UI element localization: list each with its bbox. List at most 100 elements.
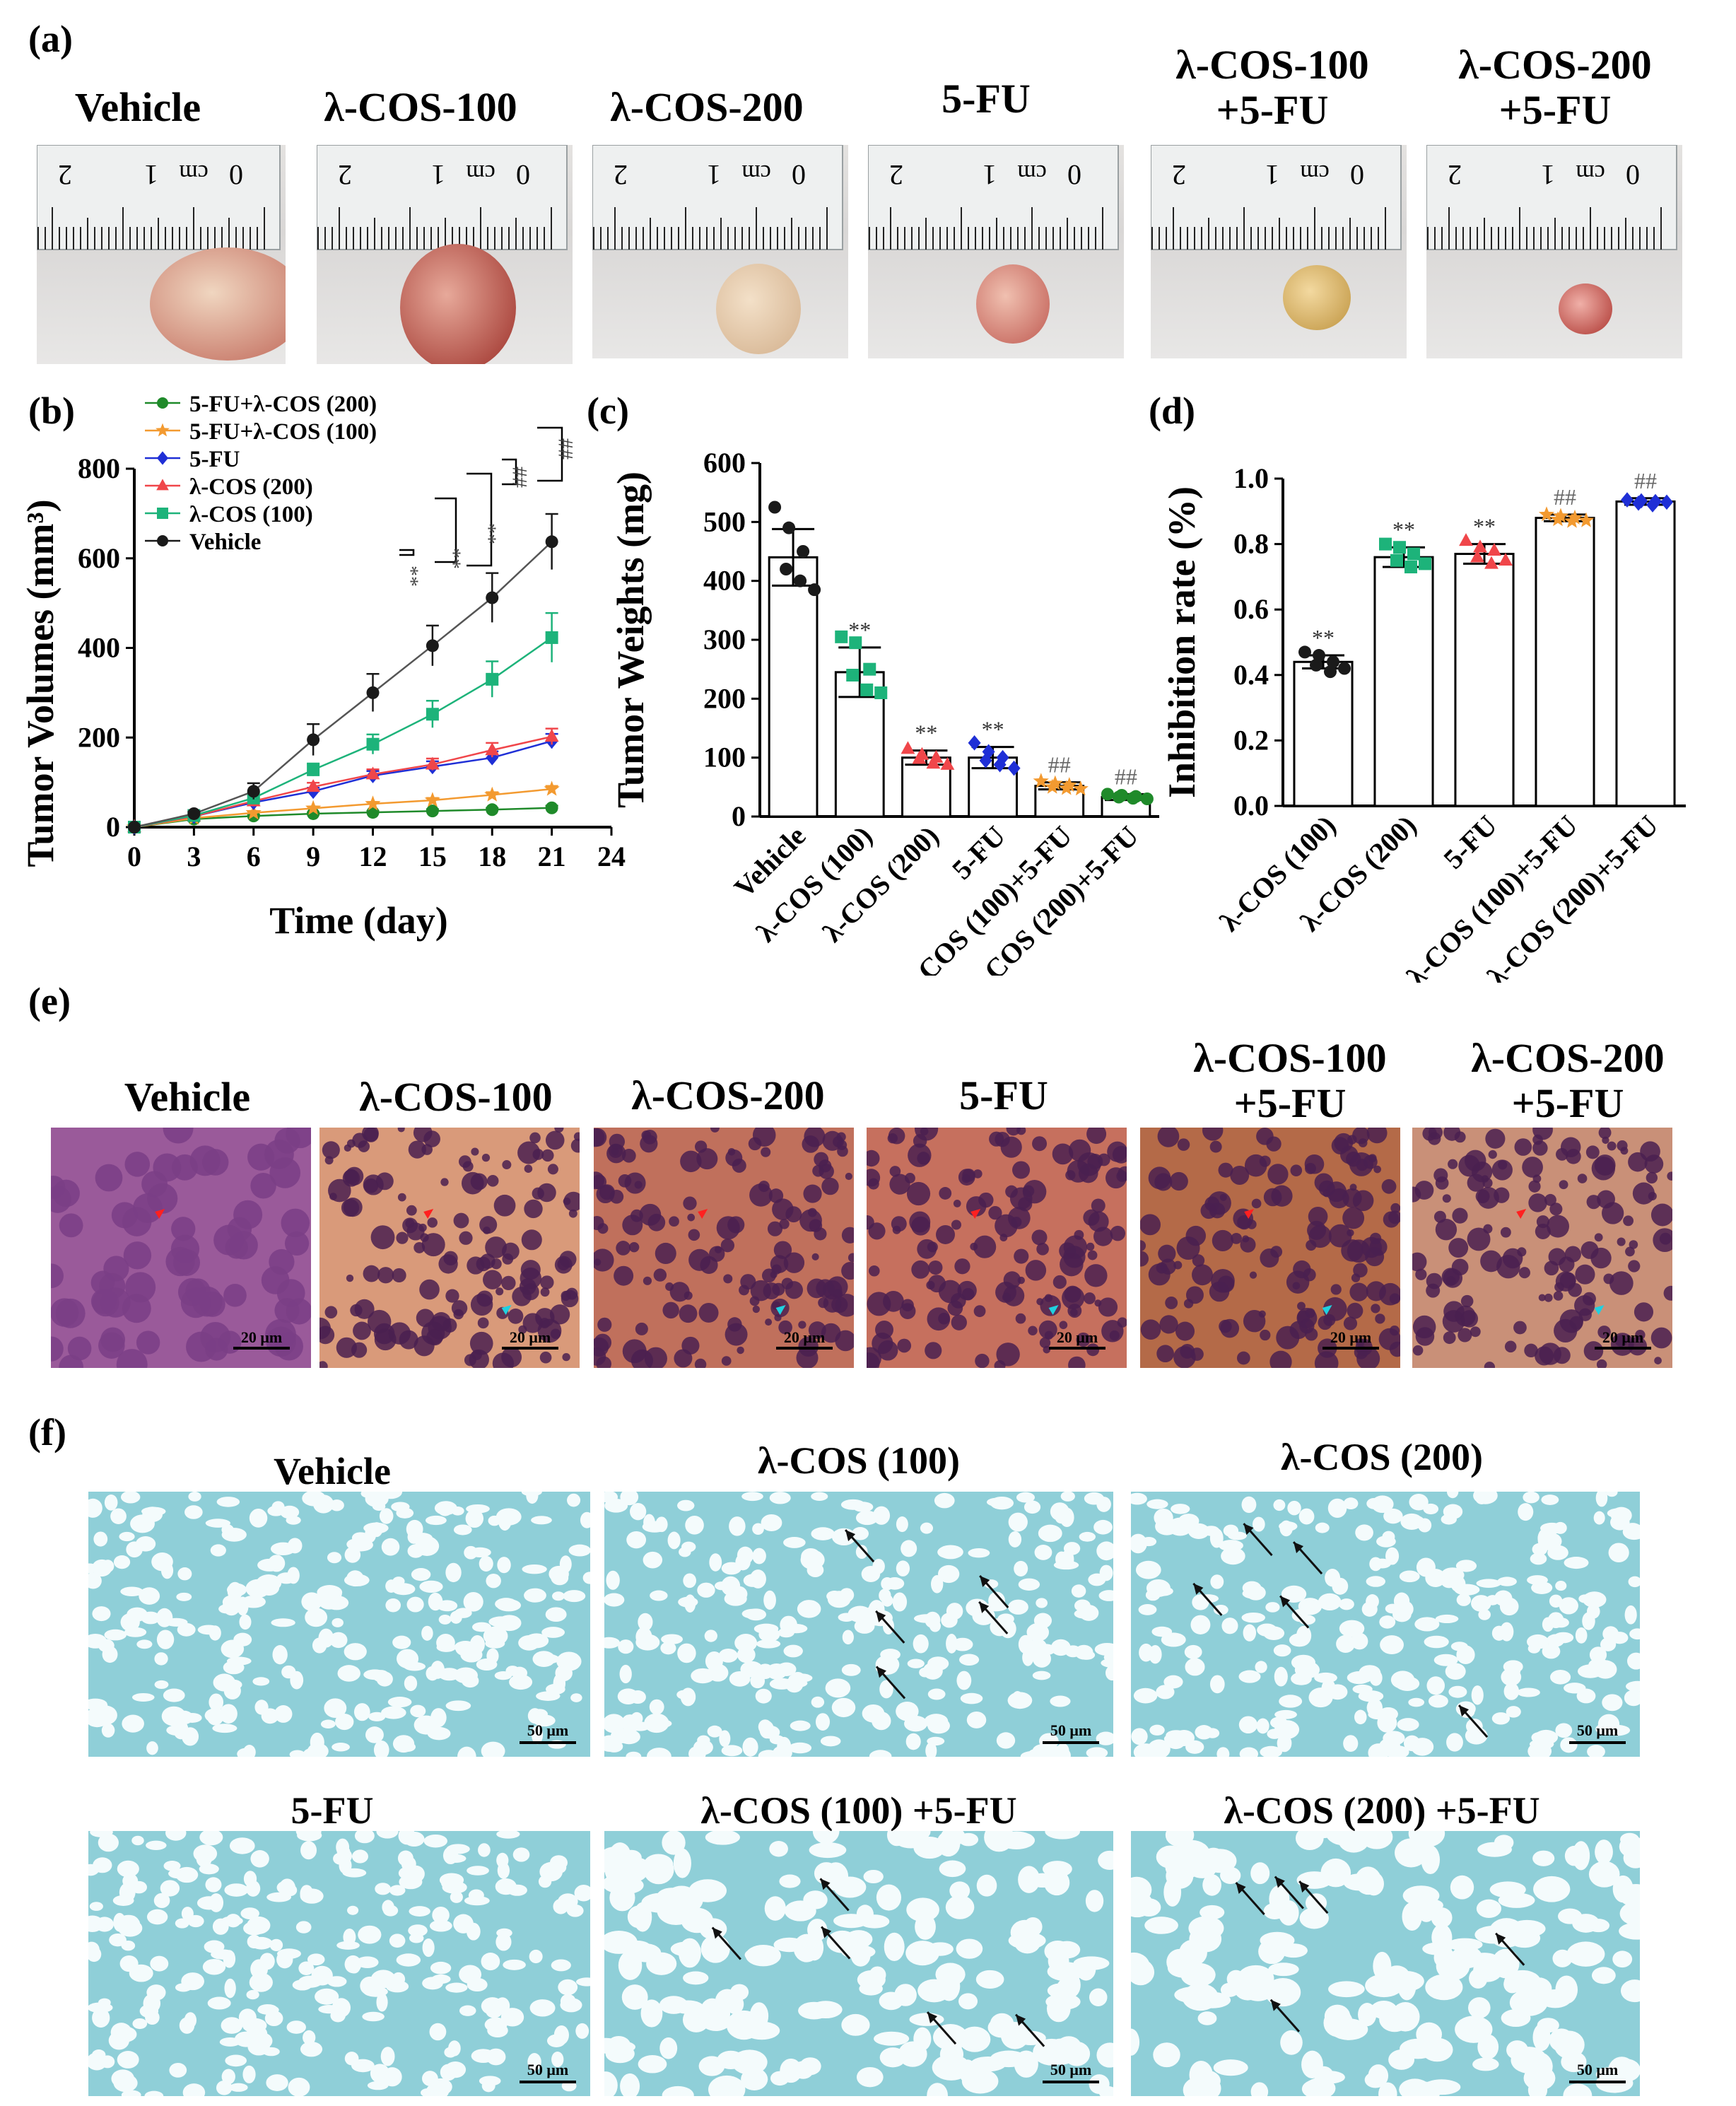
nucleus <box>1204 1196 1220 1212</box>
data-point <box>1549 511 1566 527</box>
significance-mark: ** <box>483 523 507 544</box>
vacuole <box>1383 1508 1403 1524</box>
vacuole <box>261 1708 279 1724</box>
vacuole <box>831 1697 856 1718</box>
vacuole <box>1532 1543 1548 1556</box>
vacuole <box>464 1545 478 1560</box>
vacuole <box>1016 1492 1036 1503</box>
vacuole <box>896 1516 908 1533</box>
ruler-label-2: 2 <box>889 159 903 191</box>
data-point <box>1419 557 1431 571</box>
ruler-label-0: 0 <box>792 159 806 191</box>
nucleus <box>100 1327 126 1352</box>
vacuole <box>1149 1724 1165 1736</box>
vacuole <box>289 1750 305 1757</box>
vacuole <box>131 1835 144 1846</box>
nucleus <box>233 1200 263 1229</box>
nucleus <box>996 1342 1020 1367</box>
nucleus <box>631 1349 654 1368</box>
vacuole <box>1161 1632 1186 1647</box>
nucleus <box>1467 1174 1485 1192</box>
nucleus <box>966 1196 987 1217</box>
nucleus <box>427 1217 438 1228</box>
nucleus <box>1650 1203 1672 1227</box>
tumor-photo: 0 cm 1 2 <box>1151 145 1407 358</box>
vacuole <box>987 2017 1015 2038</box>
vacuole <box>752 1548 766 1564</box>
data-point <box>1101 788 1114 801</box>
red-arrow <box>970 1209 981 1219</box>
vacuole <box>1576 1688 1596 1704</box>
tumor-photo: 0 cm 1 2 <box>868 145 1124 358</box>
nucleus <box>153 1153 182 1182</box>
vacuole <box>855 1510 879 1526</box>
nucleus <box>522 1283 539 1301</box>
nucleus <box>772 1198 794 1220</box>
nucleus <box>818 1297 829 1309</box>
vacuole <box>387 1697 412 1708</box>
nucleus <box>1583 1341 1604 1361</box>
vacuole <box>169 2062 187 2078</box>
vacuole <box>1366 1594 1379 1609</box>
nucleus <box>720 1239 735 1253</box>
vacuole <box>811 1527 835 1540</box>
nucleus <box>521 1229 542 1251</box>
vacuole <box>298 1961 315 1976</box>
data-point <box>1552 508 1569 523</box>
vacuole <box>1238 1670 1261 1683</box>
nucleus <box>1535 1346 1554 1366</box>
nucleus <box>905 1173 915 1183</box>
nucleus <box>1549 1203 1563 1216</box>
vacuole <box>481 1952 500 1971</box>
vacuole <box>144 2090 164 2096</box>
cyan-arrow <box>1048 1305 1059 1315</box>
data-point <box>782 521 796 534</box>
data-point <box>912 751 927 764</box>
cyan-arrow <box>1594 1305 1605 1315</box>
significance-mark: ** <box>1312 625 1335 650</box>
alcian-label: λ-COS (200) +5-FU <box>1224 1789 1540 1832</box>
nucleus <box>892 1225 901 1234</box>
nucleus <box>1038 1320 1057 1339</box>
he-stain-image: 20 μm <box>51 1128 311 1368</box>
nucleus <box>163 1128 194 1144</box>
vacuole <box>264 2010 283 2027</box>
vacuole <box>1428 1695 1448 1708</box>
nucleus <box>124 1152 151 1177</box>
vacuole <box>392 1583 416 1596</box>
vacuole <box>1221 1617 1238 1634</box>
nucleus <box>1011 1217 1022 1228</box>
vacuole <box>558 1893 578 1910</box>
vacuole <box>373 1741 389 1757</box>
ruler-label-1: 1 <box>1541 159 1555 191</box>
vacuole <box>761 1514 782 1531</box>
vacuole <box>758 1719 773 1735</box>
nucleus <box>1175 1321 1195 1341</box>
he-stain-image: 20 μm <box>594 1128 854 1368</box>
bar <box>1615 500 1676 807</box>
vacuole <box>119 1531 135 1542</box>
data-point <box>1390 554 1403 567</box>
vacuole <box>327 1552 342 1564</box>
nucleus <box>570 1138 580 1153</box>
data-point <box>485 742 500 756</box>
nucleus <box>1632 1182 1655 1205</box>
vacuole <box>1154 1508 1173 1527</box>
vacuole <box>1131 1876 1152 1903</box>
vacuole <box>351 2059 375 2073</box>
vacuole <box>1209 1675 1225 1694</box>
ruler-label-2: 2 <box>338 159 352 191</box>
vacuole <box>688 1879 727 1902</box>
tumor-photo: 0 cm 1 2 <box>37 145 286 364</box>
nucleus <box>819 1164 834 1179</box>
data-point <box>874 686 888 699</box>
nucleus <box>539 1318 550 1329</box>
vacuole <box>1354 1709 1367 1725</box>
y-tick-label: 0.6 <box>1233 593 1269 625</box>
ruler-label-1: 1 <box>1265 159 1279 191</box>
nucleus <box>1140 1319 1161 1340</box>
vacuole <box>243 1921 265 1936</box>
vacuole <box>1008 1512 1028 1532</box>
nucleus <box>1140 1240 1146 1252</box>
nucleus <box>953 1200 961 1207</box>
